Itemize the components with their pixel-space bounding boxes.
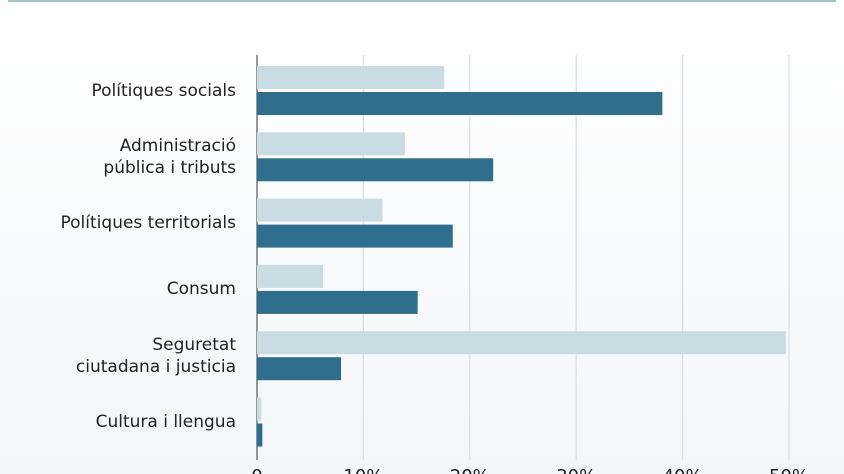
y-tick-label: Polítiques socials (91, 80, 237, 101)
x-tick-label: 20% (450, 466, 490, 474)
y-tick-label: Cultura i llengua (95, 412, 236, 432)
y-tick-label: Consum (166, 279, 236, 300)
x-tick-label: 30% (556, 466, 596, 474)
y-tick-label: Seguretat ciutadana i justicia (75, 334, 236, 377)
bar (257, 290, 418, 314)
bar (257, 357, 342, 381)
y-tick-label: Polítiques territorials (60, 213, 236, 234)
bar (257, 264, 323, 288)
bar (257, 224, 453, 248)
x-tick-label: 10% (343, 466, 383, 474)
x-tick-label: 40% (663, 466, 703, 474)
bar (257, 331, 786, 355)
bar (257, 397, 262, 421)
bar (257, 66, 445, 89)
x-tick-label: 0 (251, 466, 262, 474)
bar (257, 158, 494, 182)
y-tick-label: Administració pública i tributs (103, 135, 236, 178)
bar (257, 92, 663, 115)
bar (257, 423, 263, 447)
bar (257, 198, 383, 222)
x-tick-label: 50% (769, 466, 809, 474)
bar (257, 132, 405, 156)
